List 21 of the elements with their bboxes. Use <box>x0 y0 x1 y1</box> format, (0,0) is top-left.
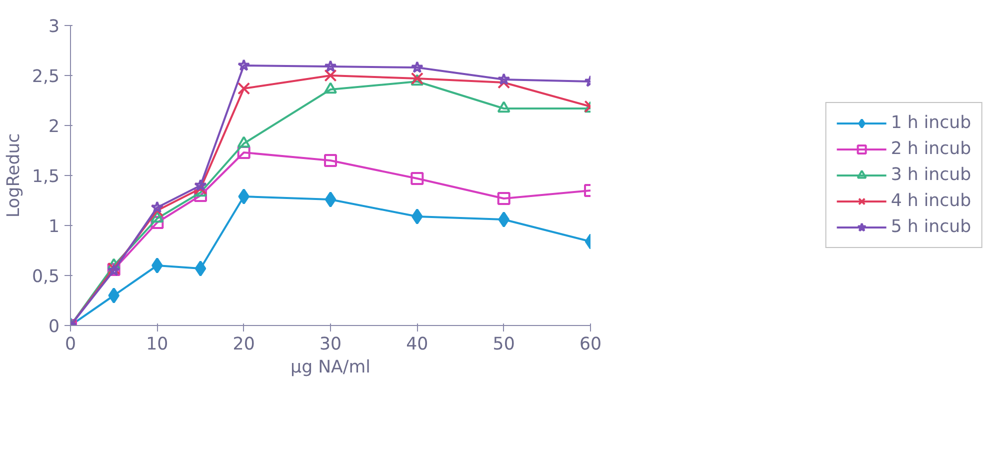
y-tick-label: 1,5 <box>32 167 60 187</box>
x-tick-label: 20 <box>232 334 255 354</box>
legend-label: 1 h incub <box>890 113 972 133</box>
legend-label: 5 h incub <box>890 217 972 237</box>
legend-label: 2 h incub <box>890 139 972 159</box>
legend-label: 4 h incub <box>890 191 972 211</box>
y-tick-label: 1 <box>48 217 60 237</box>
y-axis-title: LogReduc <box>4 133 24 218</box>
y-tick-label: 2 <box>48 117 60 137</box>
x-tick-label: 50 <box>492 334 515 354</box>
y-tick-label: 0,5 <box>32 267 60 287</box>
y-tick-label: 2,5 <box>32 67 60 87</box>
y-tick-label: 3 <box>48 17 60 37</box>
x-tick-label: 0 <box>64 334 76 354</box>
y-tick-label: 0 <box>48 317 60 337</box>
x-tick-label: 10 <box>146 334 168 354</box>
x-axis-title: µg NA/ml <box>290 358 370 378</box>
legend-label: 3 h incub <box>890 165 972 185</box>
x-tick-label: 60 <box>579 334 602 354</box>
x-tick-label: 30 <box>319 334 342 354</box>
x-tick-label: 40 <box>406 334 428 354</box>
